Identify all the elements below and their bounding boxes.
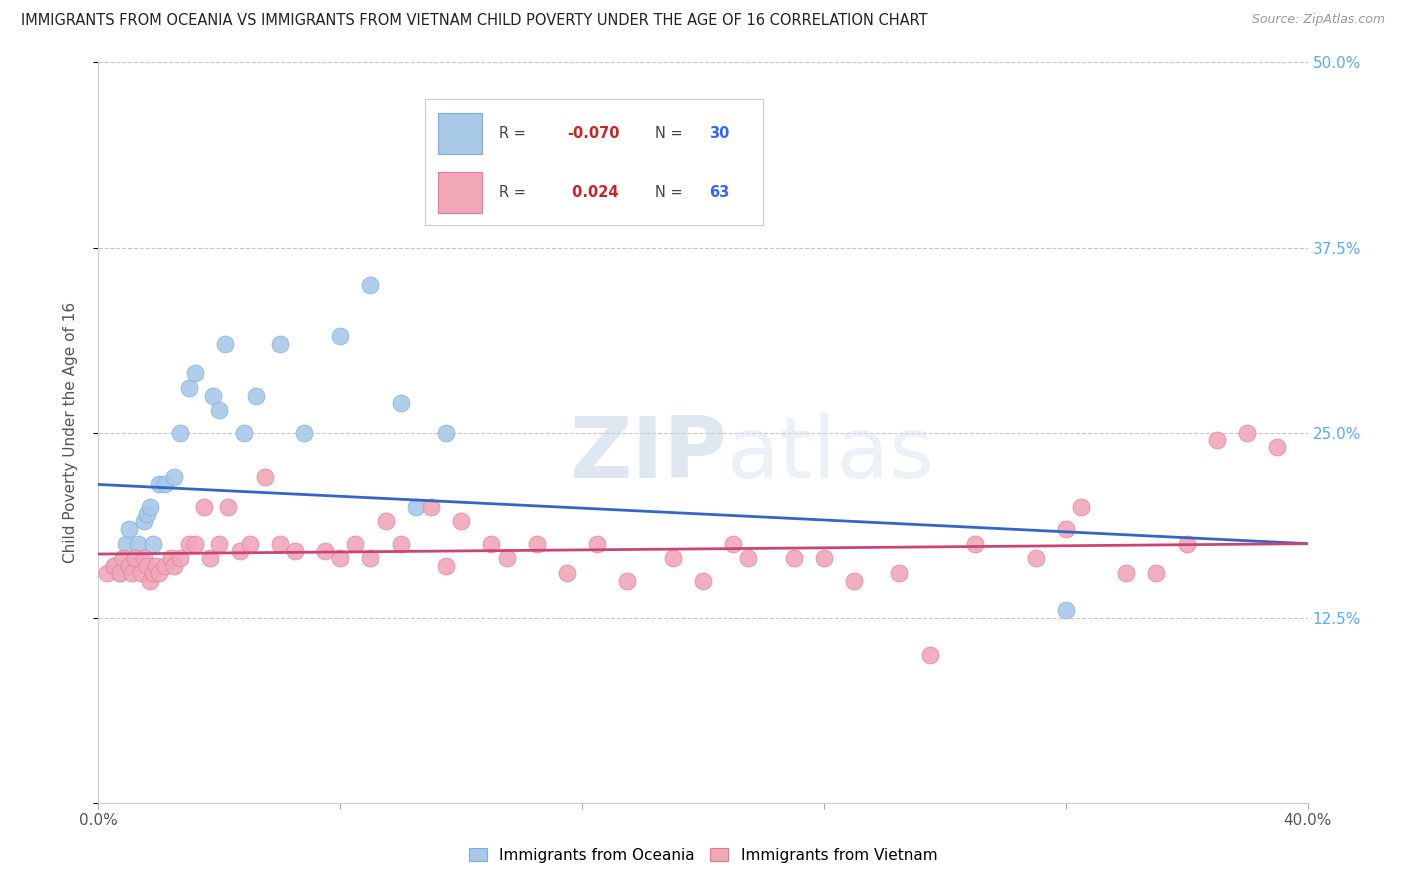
Point [292,425,315,440]
Point [1054,603,1077,617]
Point [555,566,578,581]
Point [127,536,149,550]
Legend: Immigrants from Oceania, Immigrants from Vietnam: Immigrants from Oceania, Immigrants from… [463,842,943,869]
Point [217,500,239,514]
Point [239,536,262,550]
Point [434,425,457,440]
Point [232,425,254,440]
Point [135,507,157,521]
Point [124,558,146,573]
Point [179,381,201,395]
Point [169,551,191,566]
Text: atlas: atlas [727,413,935,496]
Point [344,536,367,550]
Point [148,477,170,491]
Point [737,551,759,566]
Point [1054,522,1077,536]
Point [269,536,291,550]
Point [184,536,207,550]
Point [526,536,548,550]
Point [405,500,427,514]
Point [918,648,941,662]
Point [96,566,118,581]
Point [1267,441,1289,455]
Point [124,551,146,566]
Text: ZIP: ZIP [569,413,727,496]
Point [1175,536,1198,550]
Point [329,551,352,566]
Point [284,544,307,558]
Point [314,544,336,558]
Point [1206,433,1229,447]
Point [586,536,609,550]
Point [153,558,176,573]
Point [184,367,207,381]
Point [1144,566,1167,581]
Point [118,558,141,573]
Y-axis label: Child Poverty Under the Age of 16: Child Poverty Under the Age of 16 [63,302,77,563]
Point [783,551,806,566]
Point [661,551,683,566]
Point [153,477,176,491]
Point [813,551,835,566]
Point [692,574,714,588]
Point [121,566,143,581]
Point [1115,566,1137,581]
Point [163,558,186,573]
Point [245,388,267,402]
Point [129,566,152,581]
Text: IMMIGRANTS FROM OCEANIA VS IMMIGRANTS FROM VIETNAM CHILD POVERTY UNDER THE AGE O: IMMIGRANTS FROM OCEANIA VS IMMIGRANTS FR… [21,13,928,29]
Point [495,551,517,566]
Point [889,566,911,581]
Point [200,551,222,566]
Point [160,551,183,566]
Text: Source: ZipAtlas.com: Source: ZipAtlas.com [1251,13,1385,27]
Point [389,396,412,410]
Point [108,566,131,581]
Point [253,470,276,484]
Point [163,470,186,484]
Point [179,536,201,550]
Point [389,536,412,550]
Point [844,574,866,588]
Point [214,336,236,351]
Point [965,536,987,550]
Point [114,536,136,550]
Point [555,145,578,159]
Point [450,515,472,529]
Point [374,515,396,529]
Point [108,566,131,581]
Point [420,500,443,514]
Point [135,558,157,573]
Point [616,574,638,588]
Point [434,558,457,573]
Point [142,536,165,550]
Point [193,500,215,514]
Point [145,558,167,573]
Point [481,536,503,550]
Point [139,574,162,588]
Point [103,558,125,573]
Point [111,551,134,566]
Point [148,566,170,581]
Point [360,277,382,292]
Point [202,388,225,402]
Point [723,536,745,550]
Point [208,536,231,550]
Point [103,558,125,573]
Point [1236,425,1258,440]
Point [360,551,382,566]
Point [132,515,155,529]
Point [208,403,231,417]
Point [169,425,191,440]
Point [329,329,352,343]
Point [229,544,252,558]
Point [118,522,141,536]
Point [139,500,162,514]
Point [1024,551,1046,566]
Point [142,566,165,581]
Point [132,551,155,566]
Point [269,336,291,351]
Point [1070,500,1092,514]
